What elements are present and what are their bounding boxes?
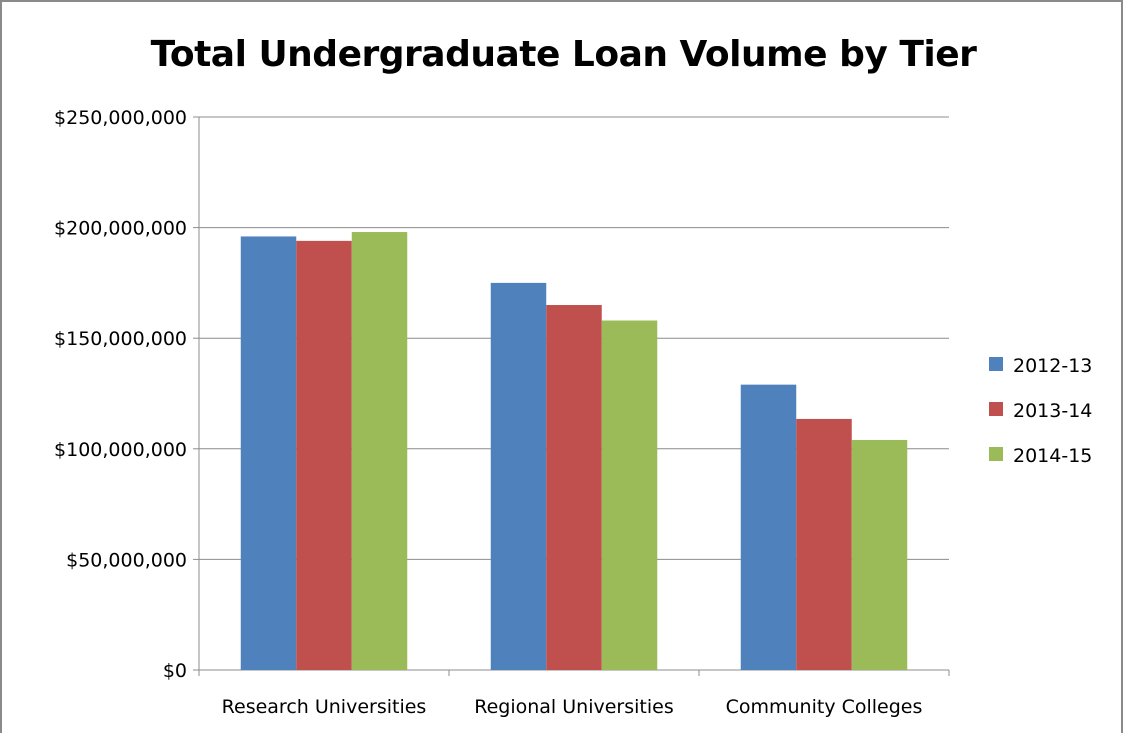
y-tick-label: $100,000,000 <box>54 439 187 461</box>
legend-label: 2012-13 <box>1013 355 1092 377</box>
bar <box>490 282 547 670</box>
bar <box>601 320 658 670</box>
y-tick-label: $250,000,000 <box>54 107 187 129</box>
chart-title: Total Undergraduate Loan Volume by Tier <box>150 34 977 75</box>
bar <box>851 439 908 670</box>
y-tick-label: $200,000,000 <box>54 218 187 240</box>
y-tick-label: $0 <box>163 660 187 682</box>
bar <box>240 236 297 670</box>
legend-swatch <box>989 402 1003 416</box>
bar <box>351 232 408 671</box>
legend-label: 2014-15 <box>1013 445 1092 467</box>
bar <box>546 305 602 670</box>
bar <box>296 240 352 670</box>
bar <box>796 418 852 670</box>
y-tick-label: $50,000,000 <box>66 549 187 571</box>
legend-swatch <box>989 357 1003 371</box>
x-tick-label: Regional Universities <box>474 696 673 718</box>
x-tick-label: Community Colleges <box>726 696 923 718</box>
x-tick-label: Research Universities <box>222 696 427 718</box>
y-tick-label: $150,000,000 <box>54 328 187 350</box>
bar <box>740 384 797 670</box>
legend-label: 2013-14 <box>1013 400 1092 422</box>
legend-swatch <box>989 447 1003 461</box>
